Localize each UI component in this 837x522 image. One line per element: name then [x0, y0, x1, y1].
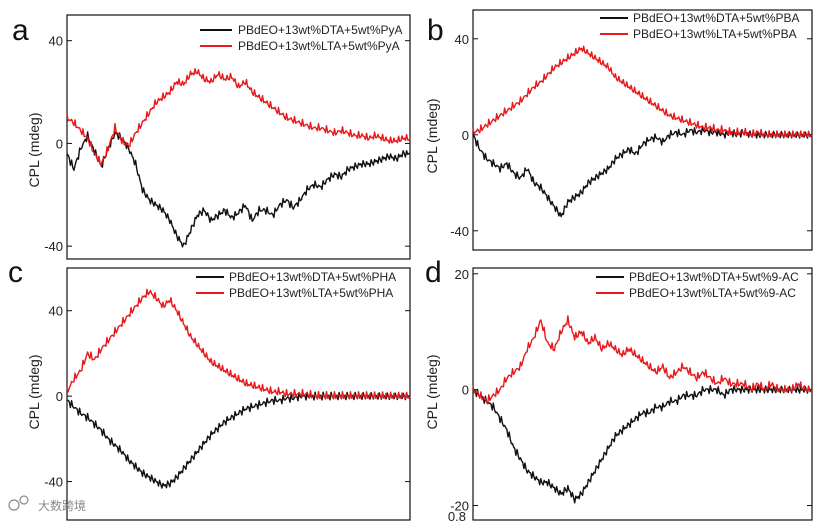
- panel-c-legend: PBdEO+13wt%DTA+5wt%PHA PBdEO+13wt%LTA+5w…: [196, 270, 396, 300]
- watermark-logo-icon: [8, 499, 20, 511]
- y-tick-label: 40: [49, 304, 63, 319]
- panel-a-legend-black: PBdEO+13wt%DTA+5wt%PyA: [238, 23, 403, 37]
- y-tick-label: 0: [462, 383, 469, 398]
- panel-a-legend: PBdEO+13wt%DTA+5wt%PyA PBdEO+13wt%LTA+5w…: [200, 23, 403, 53]
- panel-b-legend-black: PBdEO+13wt%DTA+5wt%PBA: [633, 11, 800, 25]
- panel-a-axes: 40 0 -40: [44, 14, 411, 260]
- watermark-text: 大数跨境: [38, 498, 86, 513]
- watermark-logo-icon: [19, 495, 29, 505]
- watermark: 大数跨境: [8, 495, 86, 513]
- y-tick-label: -40: [44, 239, 63, 254]
- panel-a-ylabel: CPL (mdeg): [26, 113, 42, 188]
- panel-d-extra-tick: 0.8: [448, 509, 466, 522]
- plot-frame: [66, 267, 411, 521]
- panel-b-ylabel: CPL (mdeg): [424, 99, 440, 174]
- panel-d-letter: d: [425, 256, 442, 289]
- y-tick-label: -20: [450, 499, 469, 514]
- panel-d: d 20 0 -20 CPL (mdeg) PBdEO+13wt%DTA+5wt%9…: [424, 256, 813, 522]
- panel-a: a 40 0 -40 CPL (mdeg) PBdEO+13wt%DTA+5wt%P…: [12, 14, 411, 260]
- y-tick-label: 0: [462, 128, 469, 143]
- panel-d-ylabel: CPL (mdeg): [424, 355, 440, 430]
- plot-frame: [66, 14, 411, 260]
- series-line-red: [66, 67, 411, 166]
- y-tick-label: 20: [455, 267, 469, 282]
- series-line-black: [472, 385, 813, 504]
- panel-a-letter: a: [12, 14, 29, 47]
- panel-c: c 40 0 -40 CPL (mdeg) PBdEO+13wt%DTA+5wt%P…: [8, 256, 411, 521]
- y-tick-label: 0: [56, 389, 63, 404]
- series-line-black: [472, 125, 813, 218]
- panel-b-legend-red: PBdEO+13wt%LTA+5wt%PBA: [633, 27, 797, 41]
- y-tick-label: 40: [49, 34, 63, 49]
- y-tick-label: 0: [56, 136, 63, 151]
- series-line-black: [66, 131, 411, 248]
- y-tick-label: -40: [450, 224, 469, 239]
- panel-b-legend: PBdEO+13wt%DTA+5wt%PBA PBdEO+13wt%LTA+5w…: [600, 11, 800, 41]
- panel-d-axes: 20 0 -20: [450, 267, 813, 521]
- series-line-red: [472, 45, 813, 139]
- panel-b: b 40 0 -40 CPL (mdeg) PBdEO+13wt%DTA+5wt%P…: [424, 9, 813, 251]
- panel-d-legend: PBdEO+13wt%DTA+5wt%9-AC PBdEO+13wt%LTA+5…: [596, 270, 799, 300]
- panel-a-legend-red: PBdEO+13wt%LTA+5wt%PyA: [238, 39, 400, 53]
- panel-c-axes: 40 0 -40: [44, 267, 411, 521]
- panel-c-letter: c: [8, 256, 23, 289]
- panel-c-legend-red: PBdEO+13wt%LTA+5wt%PHA: [229, 286, 393, 300]
- panel-b-letter: b: [427, 14, 444, 47]
- series-line-black: [66, 391, 411, 489]
- y-tick-label: 40: [455, 32, 469, 47]
- series-line-red: [66, 288, 411, 400]
- y-tick-label: -40: [44, 475, 63, 490]
- series-line-red: [472, 315, 813, 404]
- plot-frame: [472, 267, 813, 521]
- panel-d-legend-black: PBdEO+13wt%DTA+5wt%9-AC: [629, 270, 799, 284]
- panel-d-legend-red: PBdEO+13wt%LTA+5wt%9-AC: [629, 286, 796, 300]
- panel-c-legend-black: PBdEO+13wt%DTA+5wt%PHA: [229, 270, 396, 284]
- panel-c-ylabel: CPL (mdeg): [26, 355, 42, 430]
- panel-b-axes: 40 0 -40: [450, 9, 813, 251]
